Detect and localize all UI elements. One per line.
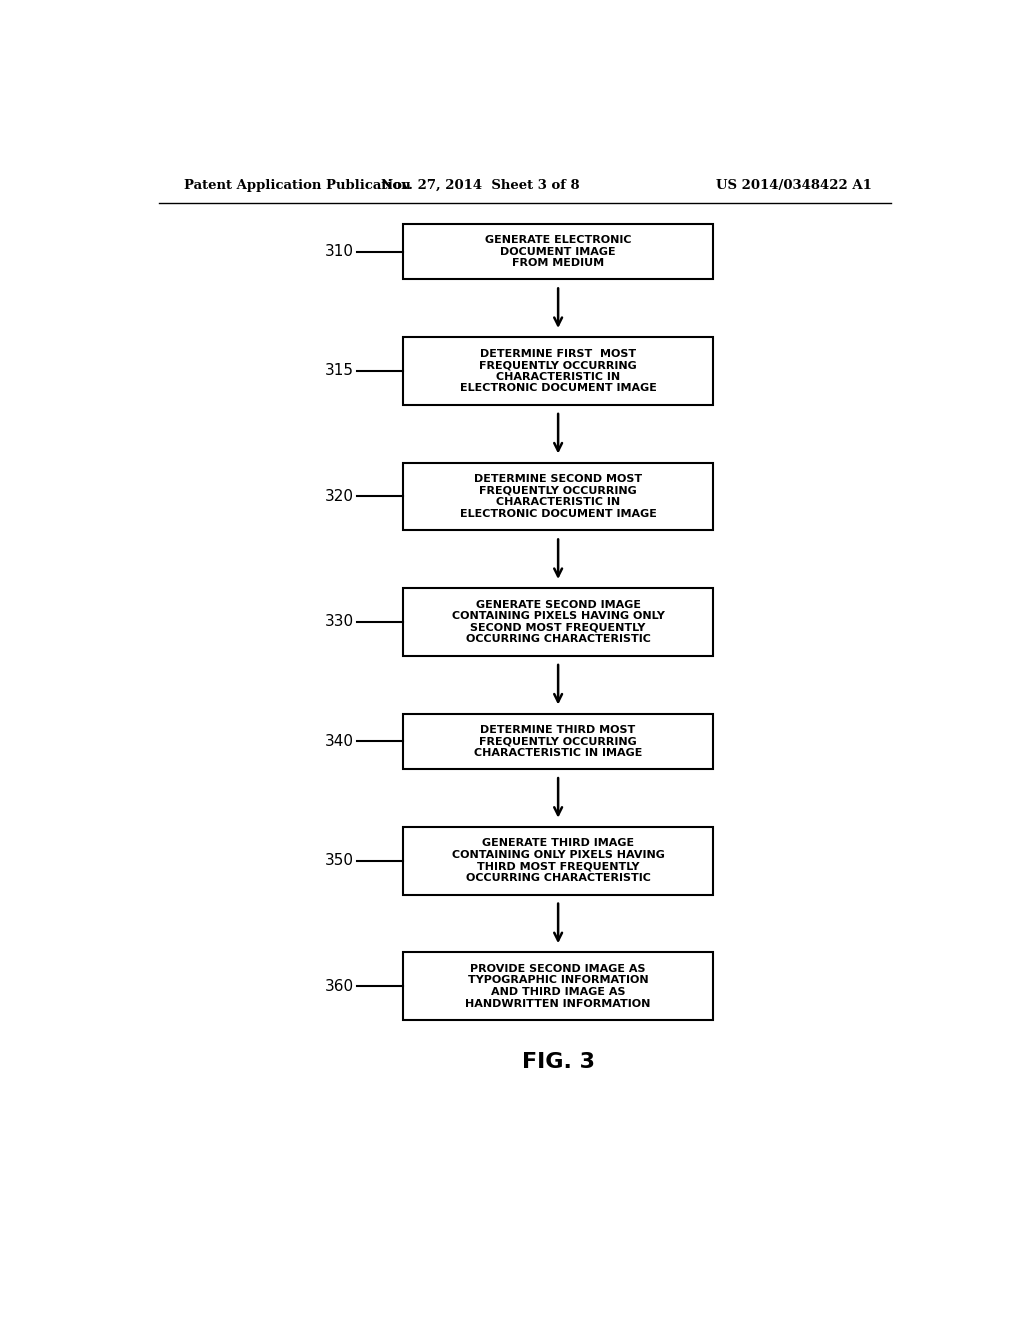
Bar: [403, 224, 713, 280]
Bar: [403, 462, 713, 531]
Text: 350: 350: [326, 853, 354, 869]
Text: 340: 340: [326, 734, 354, 748]
Text: US 2014/0348422 A1: US 2014/0348422 A1: [716, 178, 872, 191]
Text: GENERATE THIRD IMAGE
CONTAINING ONLY PIXELS HAVING
THIRD MOST FREQUENTLY
OCCURRI: GENERATE THIRD IMAGE CONTAINING ONLY PIX…: [452, 838, 665, 883]
Bar: [403, 952, 713, 1020]
Text: 330: 330: [326, 614, 354, 630]
Text: 310: 310: [326, 244, 354, 259]
Text: PROVIDE SECOND IMAGE AS
TYPOGRAPHIC INFORMATION
AND THIRD IMAGE AS
HANDWRITTEN I: PROVIDE SECOND IMAGE AS TYPOGRAPHIC INFO…: [466, 964, 651, 1008]
Text: 360: 360: [326, 978, 354, 994]
Text: GENERATE SECOND IMAGE
CONTAINING PIXELS HAVING ONLY
SECOND MOST FREQUENTLY
OCCUR: GENERATE SECOND IMAGE CONTAINING PIXELS …: [452, 599, 665, 644]
Text: GENERATE ELECTRONIC
DOCUMENT IMAGE
FROM MEDIUM: GENERATE ELECTRONIC DOCUMENT IMAGE FROM …: [485, 235, 632, 268]
Text: 315: 315: [326, 363, 354, 379]
Text: DETERMINE FIRST  MOST
FREQUENTLY OCCURRING
CHARACTERISTIC IN
ELECTRONIC DOCUMENT: DETERMINE FIRST MOST FREQUENTLY OCCURRIN…: [460, 348, 656, 393]
Text: Patent Application Publication: Patent Application Publication: [183, 178, 411, 191]
Text: 320: 320: [326, 488, 354, 504]
Bar: [403, 826, 713, 895]
Bar: [403, 589, 713, 656]
Text: Nov. 27, 2014  Sheet 3 of 8: Nov. 27, 2014 Sheet 3 of 8: [381, 178, 580, 191]
Bar: [403, 337, 713, 405]
Text: DETERMINE THIRD MOST
FREQUENTLY OCCURRING
CHARACTERISTIC IN IMAGE: DETERMINE THIRD MOST FREQUENTLY OCCURRIN…: [474, 725, 642, 758]
Bar: [403, 714, 713, 770]
Text: FIG. 3: FIG. 3: [521, 1052, 595, 1072]
Text: DETERMINE SECOND MOST
FREQUENTLY OCCURRING
CHARACTERISTIC IN
ELECTRONIC DOCUMENT: DETERMINE SECOND MOST FREQUENTLY OCCURRI…: [460, 474, 656, 519]
